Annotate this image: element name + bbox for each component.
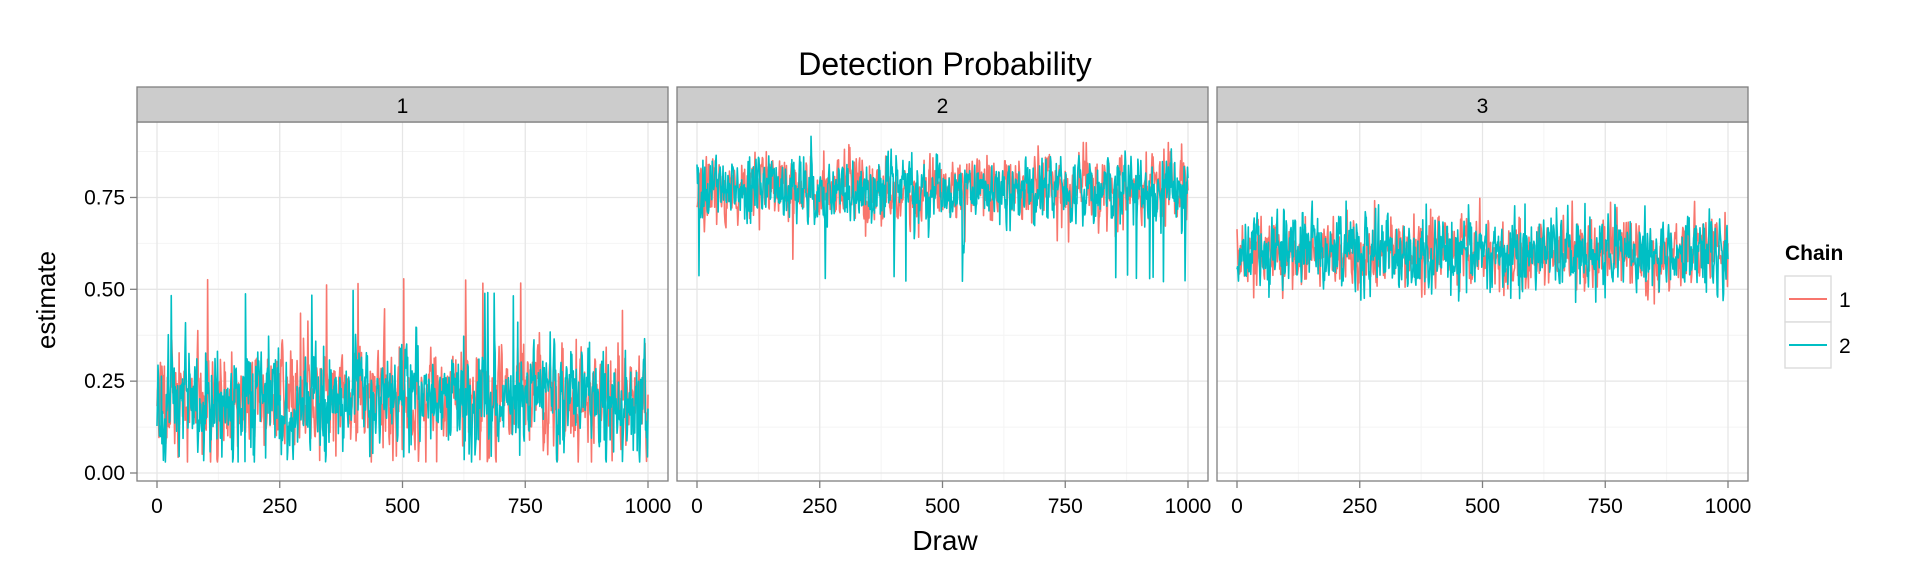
facet-panel-1: 1 0 250 500 750 1000 xyxy=(136,86,672,518)
x-axis-label: Draw xyxy=(912,525,978,556)
legend-entry-1: 1 xyxy=(1784,275,1851,323)
facet-panel-2: 2 0 250 500 750 1000 xyxy=(676,86,1212,518)
facet-strip xyxy=(1216,86,1749,123)
y-tick-label: 0.75 xyxy=(84,186,125,209)
y-axis: 0.00 0.25 0.50 0.75 xyxy=(84,186,137,485)
legend-label: 2 xyxy=(1839,335,1851,358)
x-tick-label: 1000 xyxy=(625,495,672,518)
x-tick-label: 500 xyxy=(1465,495,1500,518)
x-tick-label: 1000 xyxy=(1165,495,1212,518)
legend: Chain 1 2 xyxy=(1784,242,1851,369)
trace-line-chain-2 xyxy=(696,135,1189,283)
x-tick-label: 250 xyxy=(1342,495,1377,518)
y-tick-label: 0.50 xyxy=(84,278,125,301)
x-tick-label: 250 xyxy=(802,495,837,518)
facet-strip-label: 3 xyxy=(1477,95,1489,118)
y-axis-label: estimate xyxy=(31,251,61,349)
x-tick-label: 0 xyxy=(1231,495,1243,518)
x-tick-label: 500 xyxy=(385,495,420,518)
facet-panels: 1 0 250 500 750 1000 2 0 250 500 750 1000 3 0 250 500 75… xyxy=(136,86,1752,518)
x-tick-label: 1000 xyxy=(1705,495,1752,518)
legend-title: Chain xyxy=(1785,242,1843,265)
trace-line-chain-2 xyxy=(156,289,649,463)
x-tick-label: 500 xyxy=(925,495,960,518)
x-tick-label: 750 xyxy=(508,495,543,518)
chart-title: Detection Probability xyxy=(798,46,1091,82)
trace-line-chain-2 xyxy=(1236,200,1729,304)
facet-panel-3: 3 0 250 500 750 1000 xyxy=(1216,86,1752,518)
x-tick-label: 750 xyxy=(1588,495,1623,518)
legend-entry-2: 2 xyxy=(1784,321,1851,369)
legend-label: 1 xyxy=(1839,289,1851,312)
facet-strip-label: 1 xyxy=(397,95,409,118)
facet-strip-label: 2 xyxy=(937,95,949,118)
x-tick-label: 0 xyxy=(151,495,163,518)
y-tick-label: 0.25 xyxy=(84,370,125,393)
facet-strip xyxy=(676,86,1209,123)
facet-strip xyxy=(136,86,669,123)
x-tick-label: 750 xyxy=(1048,495,1083,518)
x-tick-label: 250 xyxy=(262,495,297,518)
x-tick-label: 0 xyxy=(691,495,703,518)
y-tick-label: 0.00 xyxy=(84,462,125,485)
